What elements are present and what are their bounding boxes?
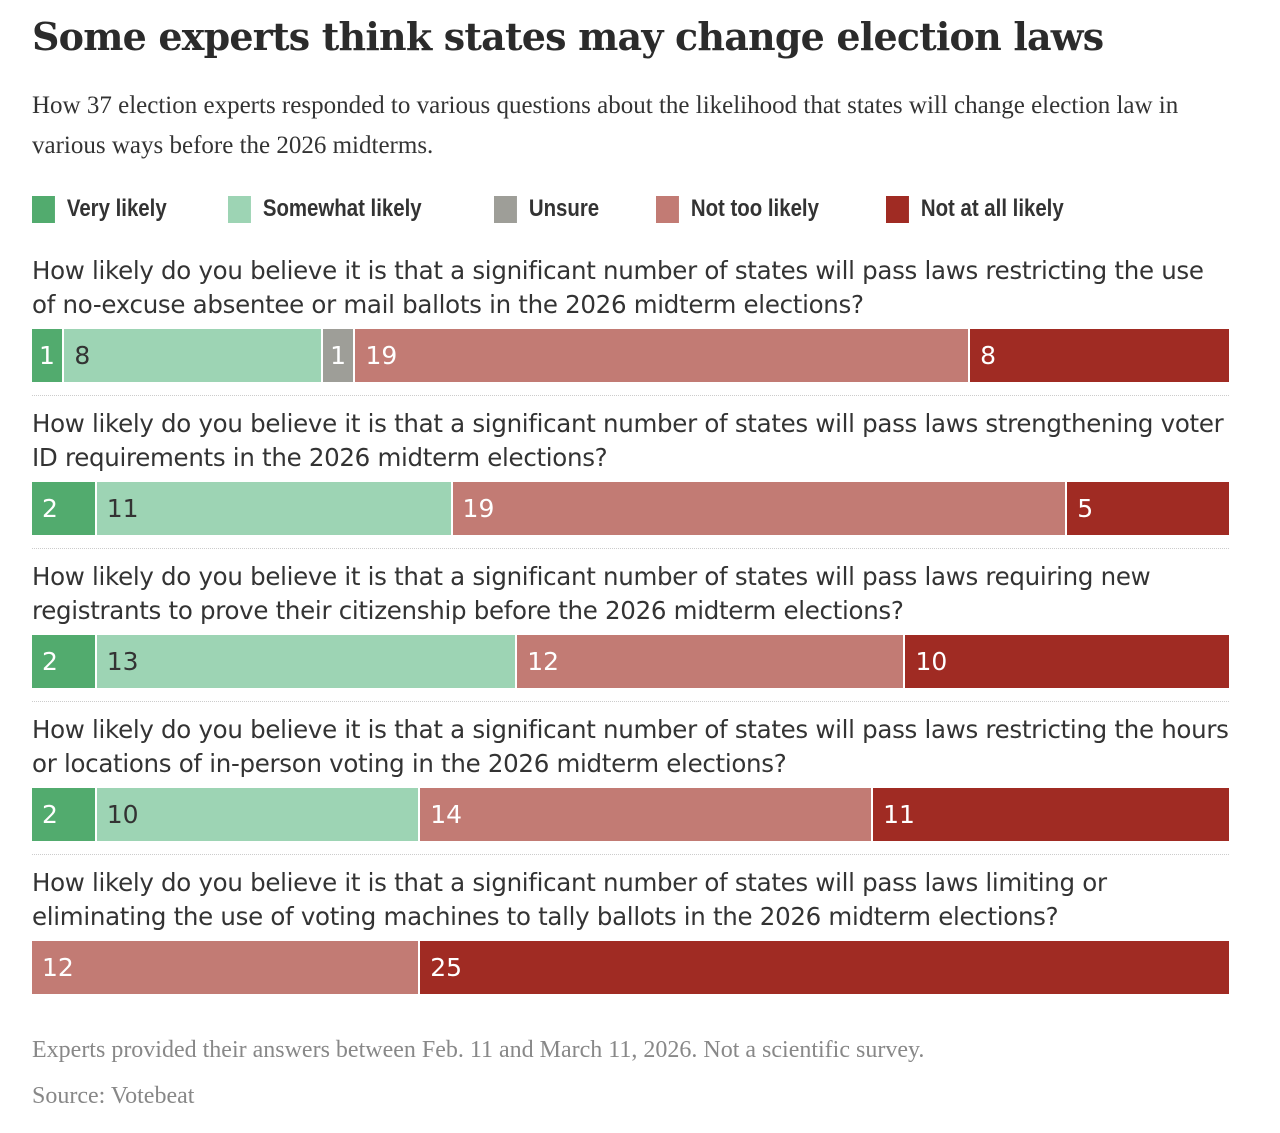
bar-segment-somewhat-likely: 10 [96,788,421,841]
bar-segment-not-too-likely: 12 [517,635,906,688]
legend-swatch [494,195,518,223]
question-row: How likely do you believe it is that a s… [32,254,1229,382]
bar-segment-unsure: 1 [323,329,356,382]
question-row: How likely do you believe it is that a s… [32,866,1229,994]
legend-swatch [655,195,679,223]
footer-source: Source: Votebeat [32,1083,195,1109]
bar-segment-not-at-all-likely: 8 [970,329,1229,382]
bar-segment-not-at-all-likely: 11 [873,788,1229,841]
stacked-bar: 12 25 [32,941,1229,994]
bar-segment-very-likely: 1 [32,329,65,382]
question-label: How likely do you believe it is that a s… [32,562,1151,625]
stacked-bar: 2 11 19 5 [32,482,1229,535]
row-divider [32,395,1229,396]
chart-title: Some experts think states may change ele… [32,14,1104,59]
footer-note: Experts provided their answers between F… [32,1037,925,1063]
bar-segment-not-too-likely: 14 [420,788,874,841]
legend-swatch [228,195,252,223]
bar-segment-somewhat-likely: 13 [96,635,518,688]
bar-segment-not-at-all-likely: 10 [905,635,1229,688]
legend-item: Somewhat likely [228,195,422,223]
legend-item: Unsure [494,195,599,223]
row-divider [32,701,1229,702]
bar-segment-not-at-all-likely: 25 [420,941,1229,994]
legend-swatch [885,195,909,223]
question-label: How likely do you believe it is that a s… [32,715,1229,778]
bar-segment-somewhat-likely: 8 [64,329,324,382]
legend: Very likely Somewhat likely Unsure Not too … [32,195,1133,223]
bar-segment-very-likely: 2 [32,788,97,841]
bar-segment-not-too-likely: 19 [355,329,971,382]
bar-segment-somewhat-likely: 11 [96,482,453,535]
question-label: How likely do you believe it is that a s… [32,868,1107,931]
legend-label: Not at all likely [920,195,1064,222]
stacked-bar: 2 13 12 10 [32,635,1229,688]
bar-segment-not-too-likely: 19 [452,482,1068,535]
question-row: How likely do you believe it is that a s… [32,407,1229,535]
legend-item: Very likely [32,195,167,223]
bar-segment-not-at-all-likely: 5 [1067,482,1229,535]
legend-label: Very likely [66,195,167,222]
row-divider [32,854,1229,855]
chart-subtitle: How 37 election experts responded to var… [32,92,1179,159]
bar-segment-very-likely: 2 [32,482,97,535]
question-row: How likely do you believe it is that a s… [32,713,1229,841]
bar-segment-not-too-likely: 12 [32,941,421,994]
legend-label: Unsure [529,195,600,222]
legend-item: Not too likely [655,195,819,223]
legend-item: Not at all likely [885,195,1064,223]
bar-segment-very-likely: 2 [32,635,97,688]
question-label: How likely do you believe it is that a s… [32,409,1224,472]
question-label: How likely do you believe it is that a s… [32,256,1204,319]
question-row: How likely do you believe it is that a s… [32,560,1229,688]
stacked-bar: 1 8 1 19 8 [32,329,1229,382]
legend-swatch [32,195,55,223]
legend-label: Not too likely [690,195,819,222]
legend-label: Somewhat likely [263,195,423,222]
stacked-bar: 2 10 14 11 [32,788,1229,841]
row-divider [32,548,1229,549]
